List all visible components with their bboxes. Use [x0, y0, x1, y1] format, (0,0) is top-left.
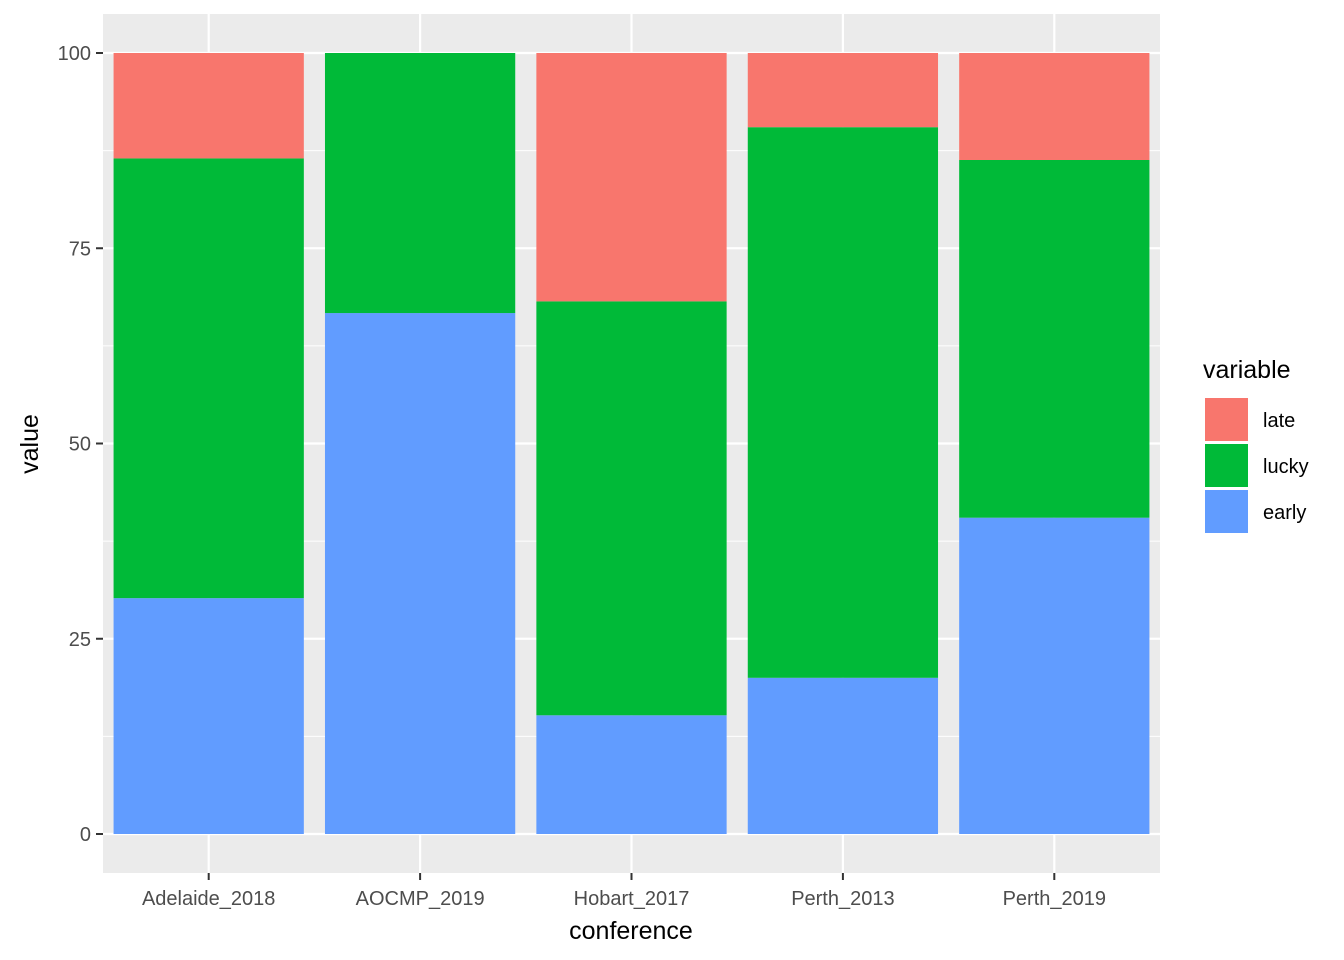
- bar-segment-late: [959, 53, 1150, 160]
- legend-label-lucky: lucky: [1263, 456, 1309, 478]
- bar-segment-lucky: [113, 158, 304, 599]
- bar-segment-late: [536, 53, 727, 302]
- y-tick-label: 0: [80, 824, 91, 846]
- bar-segment-lucky: [747, 127, 939, 678]
- x-axis-title: conference: [569, 917, 693, 945]
- y-tick-label: 50: [69, 434, 91, 456]
- x-tick-label: Perth_2019: [1003, 888, 1106, 910]
- legend-label-late: late: [1263, 410, 1295, 432]
- y-axis-ticks: 0 25 50 75 100: [58, 43, 103, 846]
- legend-key-early: [1205, 490, 1248, 533]
- y-tick-label: 25: [69, 629, 91, 651]
- bar-segment-early: [113, 598, 304, 834]
- bar-segment-early: [324, 313, 516, 834]
- y-tick-label: 100: [58, 43, 91, 65]
- bar-segment-early: [959, 517, 1150, 834]
- legend-items: late lucky early: [1205, 398, 1309, 533]
- x-tick-label: Hobart_2017: [574, 888, 690, 910]
- x-tick-label: AOCMP_2019: [356, 888, 485, 910]
- bar-segment-lucky: [324, 53, 516, 314]
- bar-segment-late: [747, 53, 939, 128]
- x-tick-label: Adelaide_2018: [142, 888, 275, 910]
- legend-title: variable: [1203, 356, 1291, 384]
- bar-segment-early: [536, 715, 727, 834]
- legend: variable late lucky early: [1203, 356, 1309, 533]
- y-axis-title: value: [16, 414, 44, 474]
- y-tick-label: 75: [69, 238, 91, 260]
- bar-segment-late: [113, 53, 304, 159]
- legend-label-early: early: [1263, 502, 1306, 524]
- bar-segment-early: [747, 677, 939, 834]
- bar-segment-lucky: [536, 301, 727, 716]
- x-tick-label: Perth_2013: [791, 888, 894, 910]
- bars: [113, 53, 1150, 834]
- legend-key-late: [1205, 398, 1248, 441]
- legend-key-lucky: [1205, 444, 1248, 487]
- x-axis-ticks: Adelaide_2018 AOCMP_2019 Hobart_2017 Perth_…: [142, 873, 1106, 910]
- bar-segment-lucky: [959, 159, 1150, 518]
